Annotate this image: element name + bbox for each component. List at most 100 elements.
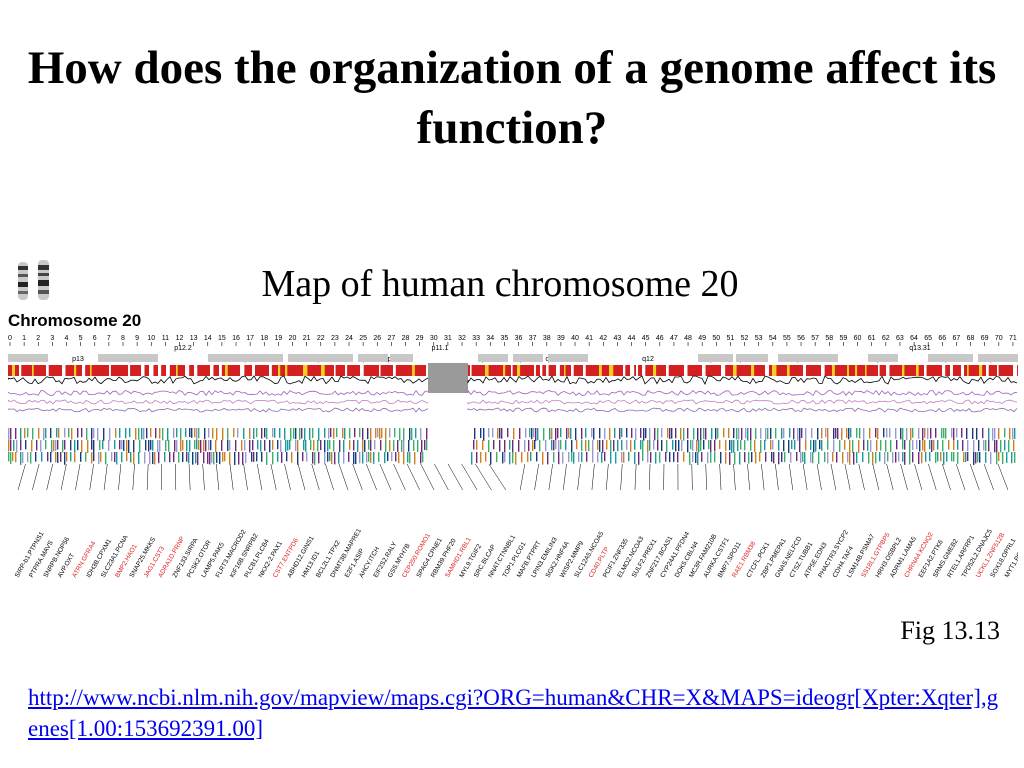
gene-density-mark <box>504 452 506 463</box>
gene-density-mark <box>585 440 587 452</box>
gene-density-mark <box>318 428 320 441</box>
gene-density-mark <box>872 452 874 465</box>
ideogram-stripe <box>128 365 131 376</box>
gene-connector <box>942 463 951 491</box>
gene-density-mark <box>421 440 423 453</box>
ideogram-stripe <box>303 365 308 376</box>
ideogram-stripe <box>393 365 396 376</box>
gene-density-mark <box>591 428 593 438</box>
gene-density-mark <box>70 440 72 451</box>
gene-density-mark <box>1006 452 1008 463</box>
gene-density-mark <box>931 440 933 453</box>
gene-density-mark <box>114 440 116 450</box>
gene-density-mark <box>657 440 659 451</box>
gene-density-mark <box>471 452 473 465</box>
gene-density-mark <box>898 452 900 462</box>
band-bar <box>390 354 413 362</box>
gene-density-mark <box>41 452 43 462</box>
gene-density-mark <box>933 440 935 451</box>
ideogram-stripe <box>609 365 614 376</box>
gene-connector <box>311 463 320 491</box>
gene-density-mark <box>93 452 95 462</box>
gene-density-mark <box>391 452 393 462</box>
ideogram-stripe <box>765 365 769 376</box>
gene-density-mark <box>817 428 819 440</box>
gene-connector <box>886 463 894 491</box>
gene-density-mark <box>549 428 551 440</box>
gene-connector <box>475 463 492 491</box>
gene-density-mark <box>924 428 926 438</box>
gene-density-mark <box>86 428 88 441</box>
gene-density-mark <box>973 452 975 465</box>
gene-density-mark <box>277 440 279 450</box>
gene-density-mark <box>836 452 838 463</box>
gene-density-mark <box>698 440 700 453</box>
gene-density-mark <box>312 428 314 439</box>
gene-density-mark <box>714 452 716 463</box>
ideogram-stripe <box>345 365 348 376</box>
gene-density-mark <box>985 452 987 463</box>
gene-density-mark <box>879 452 881 462</box>
gene-density-mark <box>847 452 849 463</box>
gene-density-mark <box>274 428 276 438</box>
gene-density-mark <box>957 452 959 464</box>
gene-density-mark <box>527 452 529 462</box>
scale-tick-label: 47 <box>670 335 678 342</box>
gene-density-mark <box>741 428 743 440</box>
scale-tick-label: 36 <box>515 335 523 342</box>
gene-density-mark <box>530 452 532 462</box>
gene-density-mark <box>191 428 193 438</box>
gene-connector <box>761 463 765 491</box>
gene-density-mark <box>1014 428 1016 440</box>
gene-density-mark <box>778 440 780 451</box>
gene-density-mark <box>309 428 311 440</box>
gene-density-mark <box>714 440 716 452</box>
gene-density-mark <box>681 440 683 451</box>
gene-density-mark <box>158 452 160 464</box>
gene-density-mark <box>295 440 297 451</box>
gene-density-mark <box>863 440 865 451</box>
source-link[interactable]: http://www.ncbi.nlm.nih.gov/mapview/maps… <box>28 685 999 741</box>
gene-density-mark <box>121 452 123 463</box>
gene-connector <box>325 463 334 491</box>
gene-density-mark <box>802 452 804 463</box>
gene-density-mark <box>946 452 948 462</box>
band-bar <box>928 354 973 362</box>
gene-density-mark <box>264 428 266 438</box>
gene-density-mark <box>133 452 135 465</box>
gene-density-mark <box>832 452 834 462</box>
gene-connector <box>447 463 464 491</box>
gene-density-mark <box>811 428 813 439</box>
gene-connector <box>75 463 81 491</box>
gene-density-mark <box>116 452 118 465</box>
ideogram-stripe <box>986 365 989 376</box>
gene-density-mark <box>965 452 967 462</box>
gene-density-mark <box>643 428 645 441</box>
gene-density-mark <box>745 428 747 439</box>
gene-connector <box>775 463 779 491</box>
gene-density-mark <box>159 428 161 439</box>
gene-connector <box>900 463 908 491</box>
gene-density-mark <box>277 452 279 462</box>
gene-density-mark <box>375 428 377 439</box>
gene-density-mark <box>426 440 428 451</box>
gene-density-mark <box>97 428 99 441</box>
ideogram-stripe <box>269 365 272 376</box>
gene-density-mark <box>783 428 785 438</box>
gene-density-mark <box>614 428 616 438</box>
gene-density-mark <box>126 440 128 452</box>
gene-density-mark <box>279 428 281 438</box>
gene-density-mark <box>115 428 117 438</box>
gene-density-mark <box>216 452 218 463</box>
gene-density-mark <box>599 428 601 439</box>
gene-density-mark <box>833 428 835 440</box>
gene-density-mark <box>57 452 59 463</box>
gene-density-mark <box>921 452 923 464</box>
gene-connector <box>420 463 435 491</box>
gene-density-mark <box>781 428 783 439</box>
gene-density-mark <box>793 428 795 440</box>
gene-density-mark <box>1012 428 1014 440</box>
gene-density-mark <box>368 440 370 450</box>
gene-density-mark <box>687 440 689 453</box>
scale-tick-label: 10 <box>147 335 155 342</box>
